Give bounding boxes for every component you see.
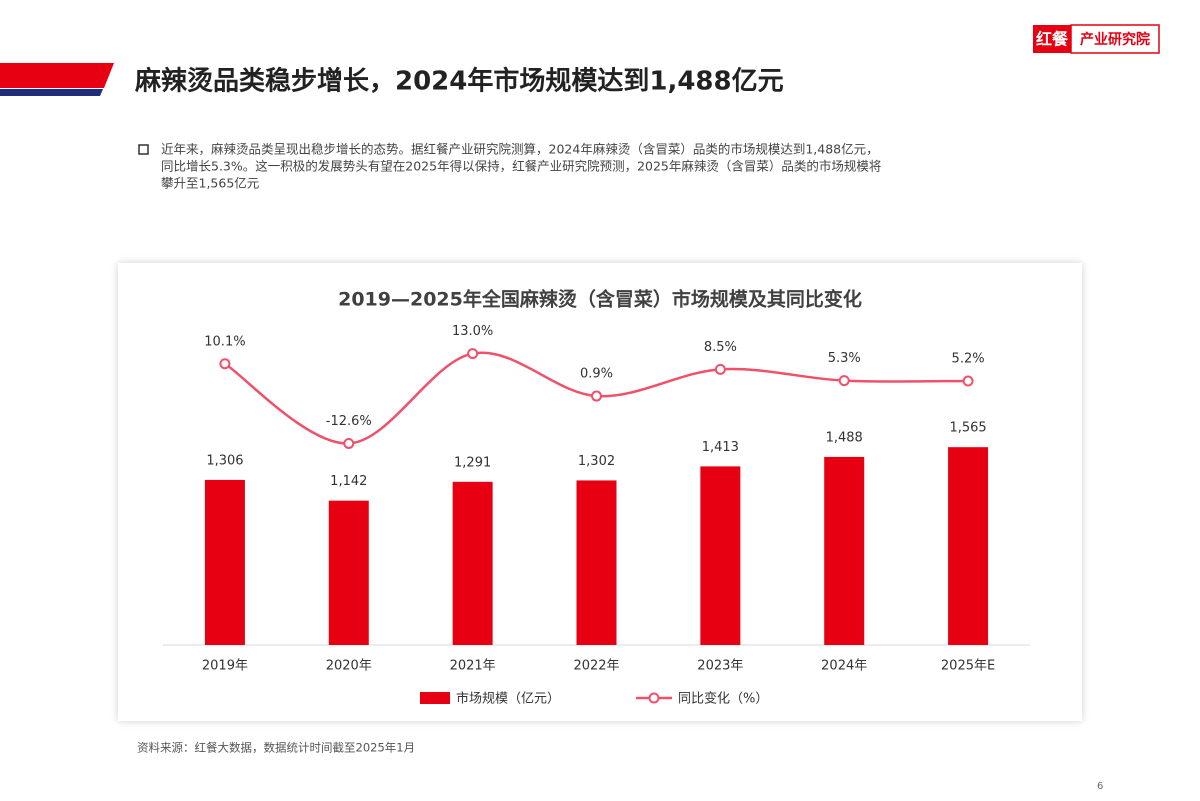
line-label: 8.5% bbox=[704, 340, 737, 355]
line-marker bbox=[714, 363, 726, 375]
header-stripe bbox=[0, 89, 103, 96]
bar-label: 1,291 bbox=[454, 455, 491, 470]
x-tick-label: 2024年 bbox=[821, 659, 867, 674]
x-tick-label: 2022年 bbox=[573, 659, 619, 674]
x-tick-label: 2021年 bbox=[450, 659, 496, 674]
header-banner bbox=[0, 63, 114, 88]
line-label: 0.9% bbox=[580, 367, 613, 382]
bar-label: 1,142 bbox=[330, 474, 367, 489]
legend-swatch bbox=[648, 692, 660, 704]
legend-label: 市场规模（亿元） bbox=[456, 691, 560, 707]
bar-label: 1,413 bbox=[702, 440, 739, 455]
x-tick-label: 2020年 bbox=[326, 659, 372, 674]
source: 资料来源：红餐大数据，数据统计时间截至2025年1月 bbox=[137, 741, 415, 755]
bar bbox=[328, 500, 369, 645]
body-text: 攀升至1,565亿元 bbox=[161, 176, 259, 191]
bar bbox=[452, 481, 493, 645]
bar bbox=[948, 447, 989, 645]
legend-label: 同比变化（%） bbox=[678, 691, 768, 707]
line-label: 13.0% bbox=[452, 324, 493, 339]
x-tick-label: 2023年 bbox=[697, 659, 743, 674]
bar bbox=[576, 480, 617, 645]
line-marker bbox=[962, 375, 974, 387]
line-label: 5.3% bbox=[828, 351, 861, 366]
line-label: 5.2% bbox=[952, 351, 985, 366]
logo-box bbox=[1033, 25, 1071, 53]
line-marker bbox=[838, 375, 850, 387]
x-tick-label: 2019年 bbox=[202, 659, 248, 674]
line-marker bbox=[591, 390, 602, 402]
bar-label: 1,488 bbox=[826, 430, 863, 445]
logo-frame bbox=[1070, 24, 1160, 54]
bullet bbox=[138, 144, 149, 155]
logo-text: 产业研究院 bbox=[1080, 31, 1150, 48]
bar-label: 1,306 bbox=[206, 453, 243, 468]
page-title: 麻辣烫品类稳步增长，2024年市场规模达到1,488亿元 bbox=[134, 66, 784, 97]
line-marker bbox=[467, 348, 479, 360]
line-label: -12.6% bbox=[326, 414, 372, 429]
page-number: 6 bbox=[1097, 781, 1103, 792]
bar bbox=[824, 456, 865, 645]
legend-swatch bbox=[420, 692, 450, 704]
line-label: 10.1% bbox=[204, 334, 245, 349]
chart-title: 2019—2025年全国麻辣烫（含冒菜）市场规模及其同比变化 bbox=[338, 288, 862, 311]
bar-label: 1,565 bbox=[949, 421, 986, 436]
bar bbox=[204, 479, 245, 645]
line-marker bbox=[343, 437, 355, 449]
logo-mark: 红餐 bbox=[1036, 30, 1069, 49]
body-text: 同比增长5.3%。这一积极的发展势头有望在2025年得以保持，红餐产业研究院预测… bbox=[161, 159, 881, 174]
body-text: 近年来，麻辣烫品类呈现出稳步增长的态势。据红餐产业研究院测算，2024年麻辣烫（… bbox=[161, 142, 879, 157]
bar bbox=[700, 466, 741, 645]
line-marker bbox=[219, 358, 231, 370]
bar-label: 1,302 bbox=[578, 454, 615, 469]
x-tick-label: 2025年E bbox=[941, 659, 995, 674]
